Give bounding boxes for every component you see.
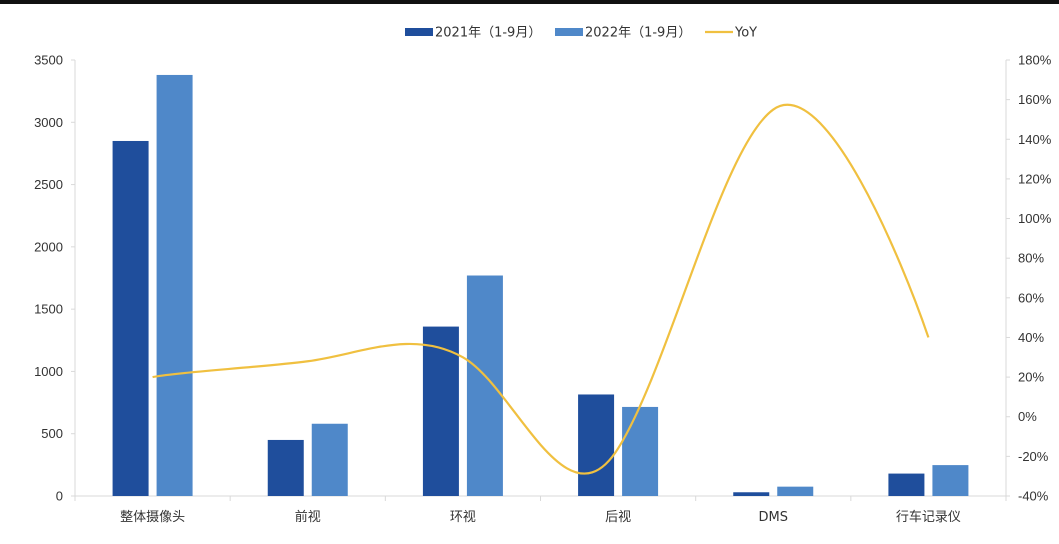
right-tick-label: 180% [1018,53,1052,68]
bar-2022 [311,423,348,496]
right-tick-label: 60% [1018,290,1044,305]
right-tick-label: 20% [1018,370,1044,385]
left-tick-label: 2000 [34,239,63,254]
left-tick-label: 0 [56,489,63,504]
legend: 2021年（1-9月） 2022年（1-9月） YoY [405,26,757,41]
bar-2022 [777,486,814,496]
bar-2022 [932,465,969,496]
category-label: 环视 [450,510,476,525]
bar-2021 [267,439,304,496]
right-tick-label: 160% [1018,92,1052,107]
category-label: 后视 [605,510,631,525]
axes [71,59,1010,501]
right-tick-label: 140% [1018,132,1052,147]
right-tick-label: 40% [1018,330,1044,345]
category-label: DMS [759,510,788,525]
yoy-line-group [152,103,930,475]
labels: 0 500 1000 1500 2000 2500 3000 3500 -40% -20% 0% 20… [34,53,1052,526]
right-tick-label: -20% [1018,449,1049,464]
top-rule [0,0,1059,4]
bar-2021 [888,473,925,496]
right-tick-label: -40% [1018,489,1049,504]
legend-label: 2022年（1-9月） [585,26,691,41]
bar-2021 [422,326,459,496]
yoy-line [152,103,930,475]
legend-label: 2021年（1-9月） [435,26,541,41]
bars [112,74,969,496]
bar-2022 [156,74,193,496]
bar-2021 [112,140,149,496]
right-tick-label: 100% [1018,211,1052,226]
left-tick-label: 1000 [34,364,63,379]
right-tick-label: 80% [1018,251,1044,266]
left-tick-label: 3000 [34,115,63,130]
bar-2021 [578,394,615,496]
category-label: 行车记录仪 [896,509,961,525]
category-label: 前视 [295,509,321,525]
right-tick-label: 120% [1018,171,1052,186]
bar-2022 [622,406,659,496]
left-tick-label: 3500 [34,53,63,68]
right-tick-label: 0% [1018,409,1037,424]
left-tick-label: 2500 [34,177,63,192]
bar-2021 [733,492,770,496]
left-tick-label: 500 [41,426,63,441]
legend-label: YoY [734,26,757,41]
legend-swatch [405,28,433,36]
left-tick-label: 1500 [34,302,63,317]
legend-swatch [555,28,583,36]
bar-2022 [466,275,503,496]
category-label: 整体摄像头 [120,510,185,525]
